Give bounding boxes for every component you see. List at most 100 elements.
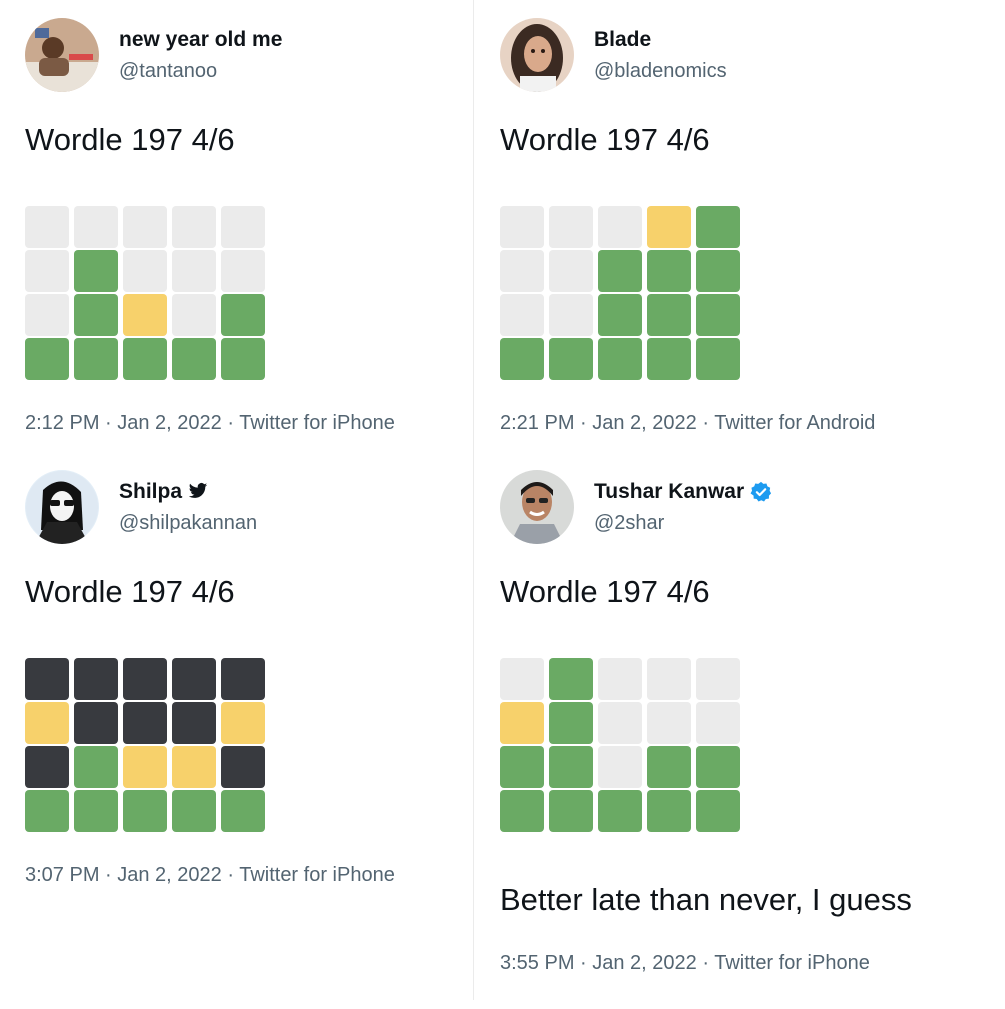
user-handle[interactable]: @shilpakannan bbox=[119, 512, 258, 534]
user-avatar-icon[interactable] bbox=[500, 470, 574, 544]
wordle-tile-yellow bbox=[123, 294, 167, 336]
wordle-tile-gray bbox=[221, 206, 265, 248]
wordle-tile-green bbox=[696, 338, 740, 380]
wordle-tile-gray bbox=[25, 294, 69, 336]
tweet-text: Wordle 197 4/6 bbox=[25, 122, 235, 157]
wordle-tile-gray bbox=[123, 250, 167, 292]
wordle-tile-dark bbox=[74, 658, 118, 700]
display-name[interactable]: Blade bbox=[594, 28, 652, 51]
wordle-tile-gray bbox=[598, 658, 642, 700]
wordle-tile-gray bbox=[500, 206, 544, 248]
tweet-timestamp[interactable]: 2:12 PM · Jan 2, 2022 · Twitter for iPho… bbox=[25, 412, 395, 434]
wordle-tile-dark bbox=[25, 746, 69, 788]
wordle-tile-green bbox=[221, 790, 265, 832]
wordle-tile-green bbox=[123, 790, 167, 832]
wordle-tile-dark bbox=[172, 702, 216, 744]
wordle-tile-green bbox=[25, 790, 69, 832]
user-avatar-icon[interactable] bbox=[500, 18, 574, 92]
wordle-tile-green bbox=[172, 338, 216, 380]
user-avatar-icon[interactable] bbox=[25, 470, 99, 544]
wordle-tile-green bbox=[123, 338, 167, 380]
wordle-tile-yellow bbox=[123, 746, 167, 788]
wordle-tile-green bbox=[221, 294, 265, 336]
wordle-tile-green bbox=[172, 790, 216, 832]
wordle-tile-green bbox=[500, 338, 544, 380]
wordle-tile-green bbox=[74, 790, 118, 832]
wordle-tile-gray bbox=[500, 250, 544, 292]
wordle-tile-gray bbox=[598, 702, 642, 744]
wordle-tile-green bbox=[696, 746, 740, 788]
display-name[interactable]: new year old me bbox=[119, 28, 283, 51]
wordle-tile-green bbox=[696, 790, 740, 832]
wordle-tile-gray bbox=[25, 206, 69, 248]
wordle-tile-gray bbox=[647, 658, 691, 700]
wordle-tile-green bbox=[549, 746, 593, 788]
display-name[interactable]: Shilpa bbox=[119, 480, 210, 504]
wordle-tile-yellow bbox=[25, 702, 69, 744]
wordle-tile-yellow bbox=[647, 206, 691, 248]
wordle-tile-gray bbox=[598, 746, 642, 788]
wordle-tile-green bbox=[696, 250, 740, 292]
wordle-tile-dark bbox=[123, 702, 167, 744]
wordle-tile-green bbox=[74, 746, 118, 788]
wordle-tile-green bbox=[696, 294, 740, 336]
wordle-tile-gray bbox=[74, 206, 118, 248]
wordle-tile-gray bbox=[549, 206, 593, 248]
wordle-tile-green bbox=[647, 338, 691, 380]
verified-badge-icon bbox=[750, 481, 772, 503]
wordle-tile-yellow bbox=[172, 746, 216, 788]
twitter-bird-icon bbox=[188, 481, 210, 503]
wordle-tile-green bbox=[500, 746, 544, 788]
wordle-tile-gray bbox=[221, 250, 265, 292]
column-divider bbox=[473, 0, 474, 1000]
wordle-tile-gray bbox=[172, 250, 216, 292]
wordle-tile-dark bbox=[221, 658, 265, 700]
user-handle[interactable]: @bladenomics bbox=[594, 60, 727, 82]
display-name[interactable]: Tushar Kanwar bbox=[594, 480, 772, 504]
tweet-text: Wordle 197 4/6 bbox=[500, 574, 710, 609]
user-handle[interactable]: @tantanoo bbox=[119, 60, 218, 82]
wordle-tile-gray bbox=[172, 294, 216, 336]
wordle-tile-gray bbox=[500, 294, 544, 336]
wordle-tile-gray bbox=[696, 658, 740, 700]
wordle-tile-dark bbox=[221, 746, 265, 788]
tweet-timestamp[interactable]: 2:21 PM · Jan 2, 2022 · Twitter for Andr… bbox=[500, 412, 876, 434]
wordle-tile-gray bbox=[25, 250, 69, 292]
wordle-tile-green bbox=[598, 338, 642, 380]
wordle-tile-green bbox=[221, 338, 265, 380]
wordle-tile-green bbox=[647, 250, 691, 292]
wordle-tile-dark bbox=[25, 658, 69, 700]
wordle-tile-gray bbox=[696, 702, 740, 744]
wordle-tile-green bbox=[647, 294, 691, 336]
wordle-tile-green bbox=[598, 250, 642, 292]
tweet-text: Wordle 197 4/6 bbox=[25, 574, 235, 609]
tweet-timestamp[interactable]: 3:55 PM · Jan 2, 2022 · Twitter for iPho… bbox=[500, 952, 870, 974]
wordle-tile-green bbox=[647, 746, 691, 788]
wordle-tile-gray bbox=[549, 250, 593, 292]
wordle-tile-green bbox=[74, 250, 118, 292]
wordle-tile-gray bbox=[598, 206, 642, 248]
wordle-tile-green bbox=[549, 702, 593, 744]
wordle-tile-green bbox=[598, 790, 642, 832]
user-avatar-icon[interactable] bbox=[25, 18, 99, 92]
wordle-tile-gray bbox=[172, 206, 216, 248]
wordle-tile-green bbox=[647, 790, 691, 832]
wordle-tile-gray bbox=[500, 658, 544, 700]
wordle-tile-green bbox=[549, 338, 593, 380]
tweet-text-extra: Better late than never, I guess bbox=[500, 882, 912, 917]
tweet-timestamp[interactable]: 3:07 PM · Jan 2, 2022 · Twitter for iPho… bbox=[25, 864, 395, 886]
wordle-tile-yellow bbox=[500, 702, 544, 744]
wordle-tile-gray bbox=[549, 294, 593, 336]
wordle-tile-green bbox=[74, 338, 118, 380]
wordle-tile-gray bbox=[647, 702, 691, 744]
wordle-tile-green bbox=[549, 790, 593, 832]
wordle-tile-yellow bbox=[221, 702, 265, 744]
user-handle[interactable]: @2shar bbox=[594, 512, 665, 534]
wordle-tile-green bbox=[549, 658, 593, 700]
wordle-tile-green bbox=[598, 294, 642, 336]
wordle-tile-green bbox=[74, 294, 118, 336]
wordle-tile-green bbox=[500, 790, 544, 832]
wordle-tile-green bbox=[696, 206, 740, 248]
tweet-text: Wordle 197 4/6 bbox=[500, 122, 710, 157]
wordle-tile-dark bbox=[74, 702, 118, 744]
